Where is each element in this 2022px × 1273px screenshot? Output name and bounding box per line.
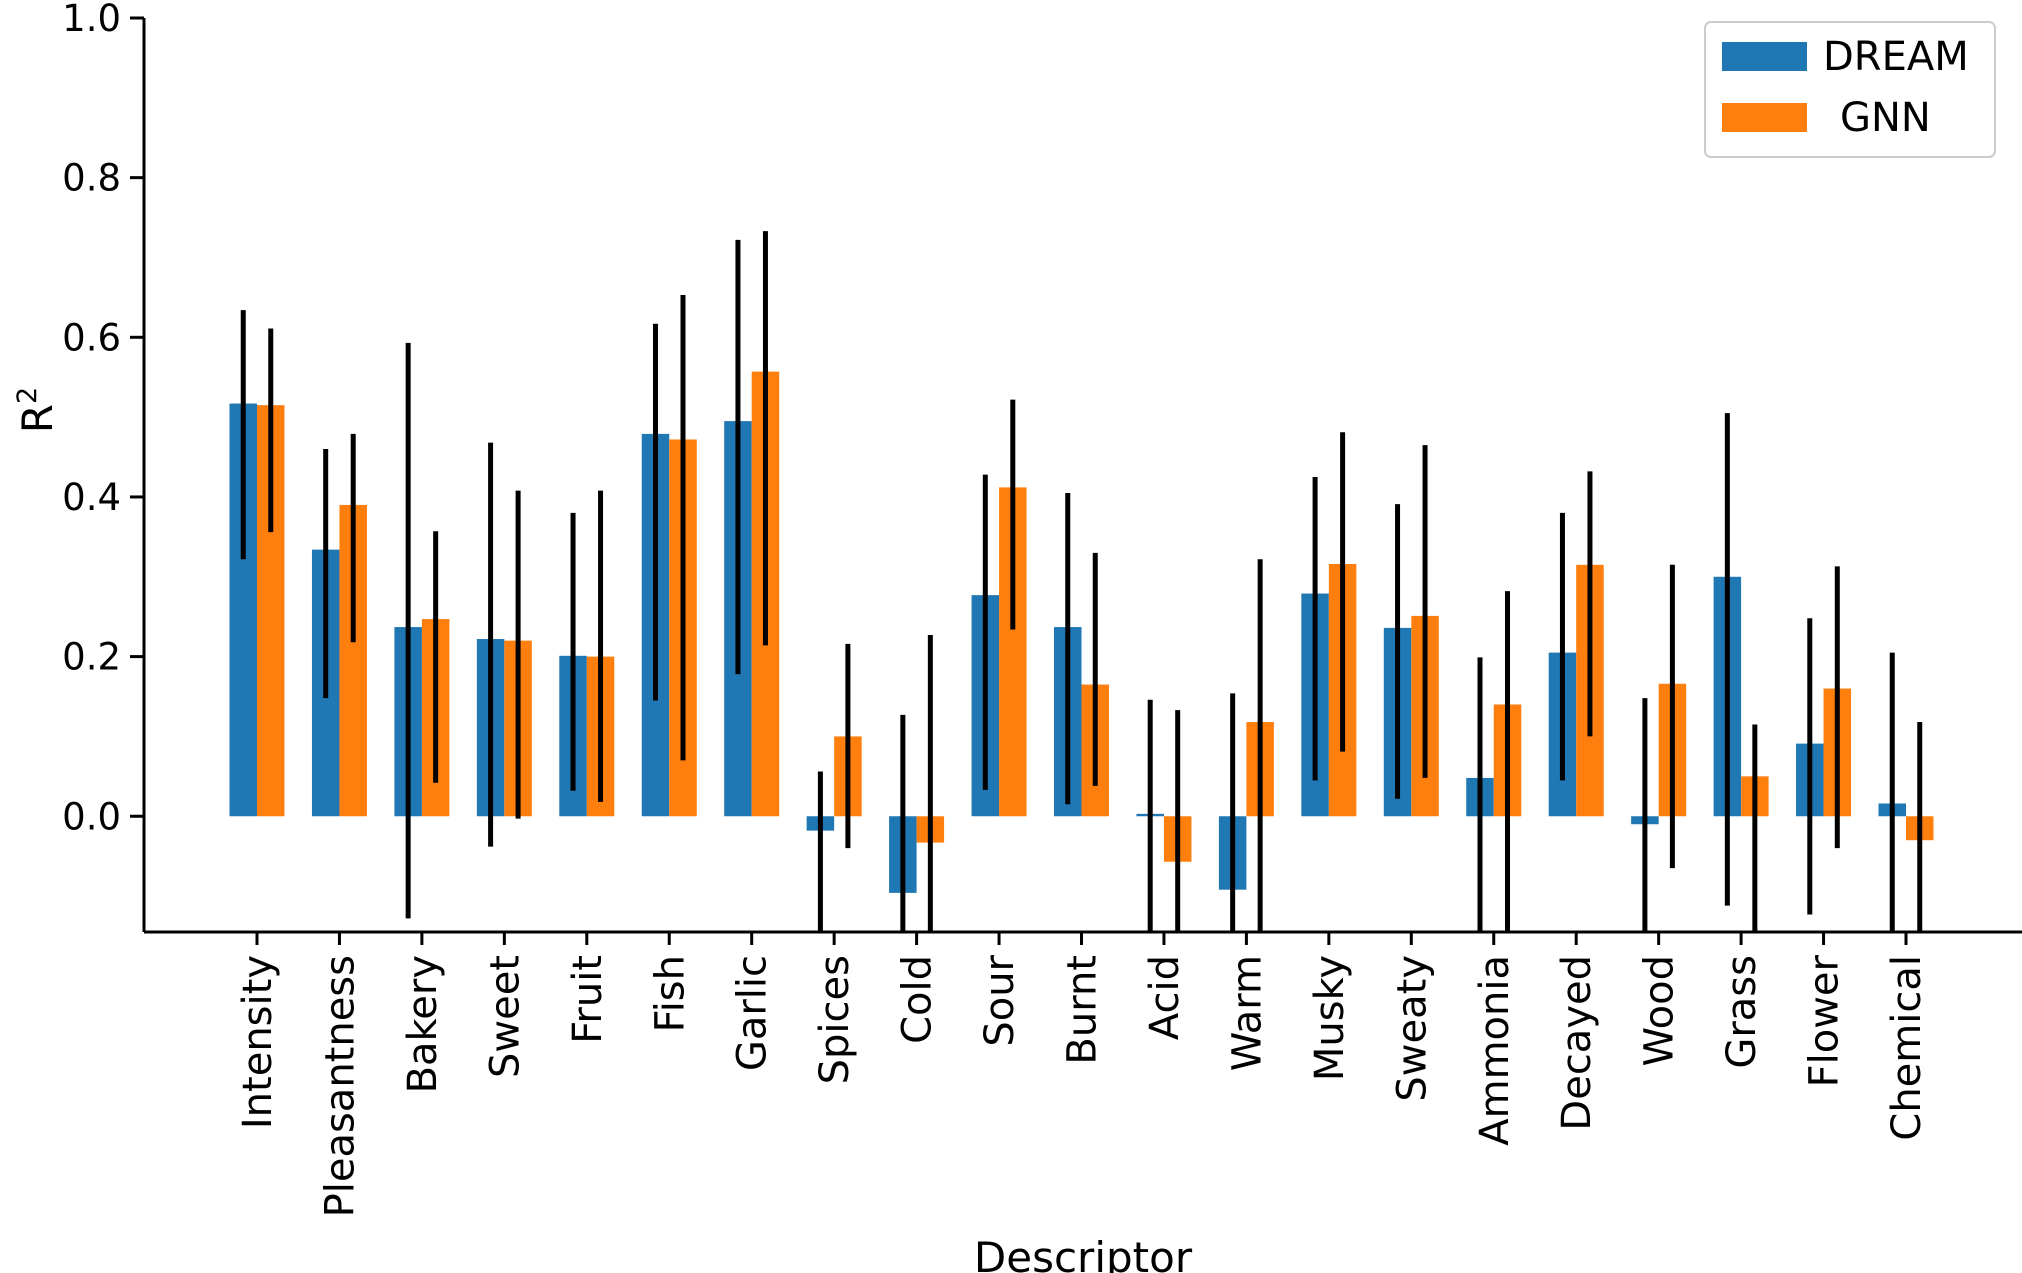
x-tick-label-garlic: Garlic [730, 955, 776, 1071]
legend-swatch-gnn [1722, 103, 1807, 132]
x-tick-label-fruit: Fruit [565, 955, 611, 1044]
x-tick-label-wood: Wood [1637, 955, 1683, 1067]
x-tick-label-intensity: Intensity [235, 955, 281, 1129]
legend-swatch-dream [1722, 42, 1807, 71]
x-tick-label-bakery: Bakery [400, 955, 446, 1093]
x-axis-title: Descriptor [974, 1233, 1193, 1273]
x-tick-label-acid: Acid [1142, 955, 1188, 1040]
x-ticks-layer: Intensity Pleasantness Bakery Sweet Fruit Fis… [235, 932, 1930, 1217]
x-tick-label-pleasantness: Pleasantness [317, 955, 363, 1217]
x-tick-label-cold: Cold [895, 955, 941, 1044]
error-bars-layer [240, 231, 1923, 932]
x-tick-label-musky: Musky [1307, 955, 1353, 1081]
x-tick-label-chemical: Chemical [1884, 955, 1930, 1141]
y-axis-title: R2 [12, 387, 62, 433]
y-axis-title-superscript: 2 [12, 387, 43, 404]
x-tick-label-flower: Flower [1802, 954, 1848, 1087]
y-tick-label: 1.0 [62, 0, 121, 40]
bars-layer [229, 371, 1934, 893]
x-tick-label-warm: Warm [1224, 955, 1270, 1071]
x-tick-label-decayed: Decayed [1554, 955, 1600, 1131]
x-tick-label-ammonia: Ammonia [1472, 955, 1518, 1146]
legend-label-gnn: GNN [1840, 95, 1931, 141]
x-tick-label-sour: Sour [977, 954, 1023, 1046]
y-tick-label: 0.2 [62, 636, 121, 679]
x-tick-label-burnt: Burnt [1060, 955, 1106, 1065]
y-tick-label: 0.6 [62, 316, 121, 359]
x-tick-label-fish: Fish [647, 955, 693, 1032]
y-tick-label: 0.0 [62, 795, 121, 838]
x-tick-label-spices: Spices [812, 955, 858, 1084]
y-tick-label: 0.4 [62, 476, 121, 519]
legend-label-dream: DREAM [1823, 34, 1969, 80]
y-axis-title-base: R [13, 404, 62, 433]
x-tick-label-sweet: Sweet [482, 955, 528, 1078]
x-tick-label-grass: Grass [1719, 955, 1765, 1069]
legend: DREAM GNN [1704, 21, 1996, 158]
y-ticks-layer: 0.0 0.2 0.4 0.6 0.8 1.0 [62, 0, 144, 838]
y-tick-label: 0.8 [62, 157, 121, 200]
x-tick-label-sweaty: Sweaty [1389, 955, 1435, 1102]
